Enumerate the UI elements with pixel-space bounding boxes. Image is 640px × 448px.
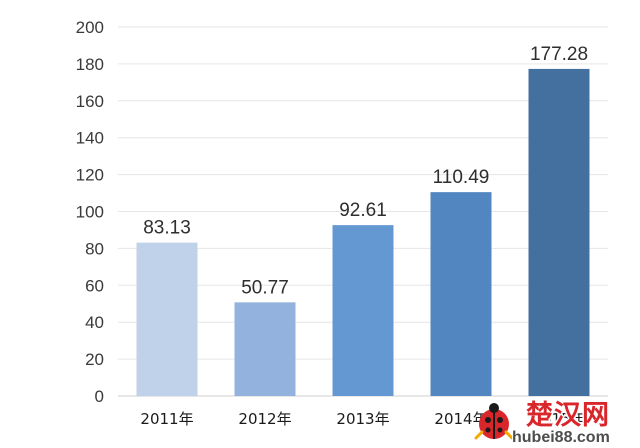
data-label: 110.49 — [433, 167, 490, 188]
y-tick-label: 60 — [85, 276, 104, 295]
bar — [136, 242, 198, 396]
x-tick-label: 2013年 — [336, 410, 389, 428]
x-tick-label: 2012年 — [238, 410, 291, 428]
y-axis: 0 20 40 60 80 100 120 140 160 180 200 — [76, 18, 104, 406]
y-tick-label: 160 — [76, 92, 104, 111]
watermark-text: 楚汉网 — [526, 400, 610, 431]
y-tick-label: 0 — [95, 387, 104, 406]
bar — [234, 302, 296, 396]
data-label: 92.61 — [339, 200, 387, 221]
data-label: 83.13 — [143, 218, 191, 239]
x-tick-label: 2011年 — [140, 410, 193, 428]
ladybug-logo-icon — [474, 403, 514, 440]
bar — [430, 192, 492, 396]
y-tick-label: 180 — [76, 55, 104, 74]
data-labels: 83.13 50.77 92.61 110.49 177.28 — [143, 44, 588, 298]
bar — [528, 68, 590, 397]
data-label: 177.28 — [530, 44, 588, 65]
y-tick-label: 100 — [76, 203, 104, 222]
y-tick-label: 120 — [76, 166, 104, 185]
bars — [136, 68, 590, 397]
bar — [332, 225, 394, 396]
x-axis: 2011年 2012年 2013年 2014年 2015年 — [140, 410, 585, 428]
y-tick-label: 140 — [76, 129, 104, 148]
y-tick-label: 20 — [85, 350, 104, 369]
x-tick-label: 2014年 — [434, 410, 487, 428]
x-tick-label: 2015年 — [532, 410, 585, 428]
watermark: 楚汉网 hubei88.com — [474, 399, 611, 447]
data-label: 50.77 — [241, 277, 289, 298]
y-tick-label: 40 — [85, 313, 104, 332]
y-tick-label: 200 — [76, 18, 104, 37]
y-tick-label: 80 — [85, 239, 104, 258]
watermark-url: hubei88.com — [512, 429, 610, 446]
